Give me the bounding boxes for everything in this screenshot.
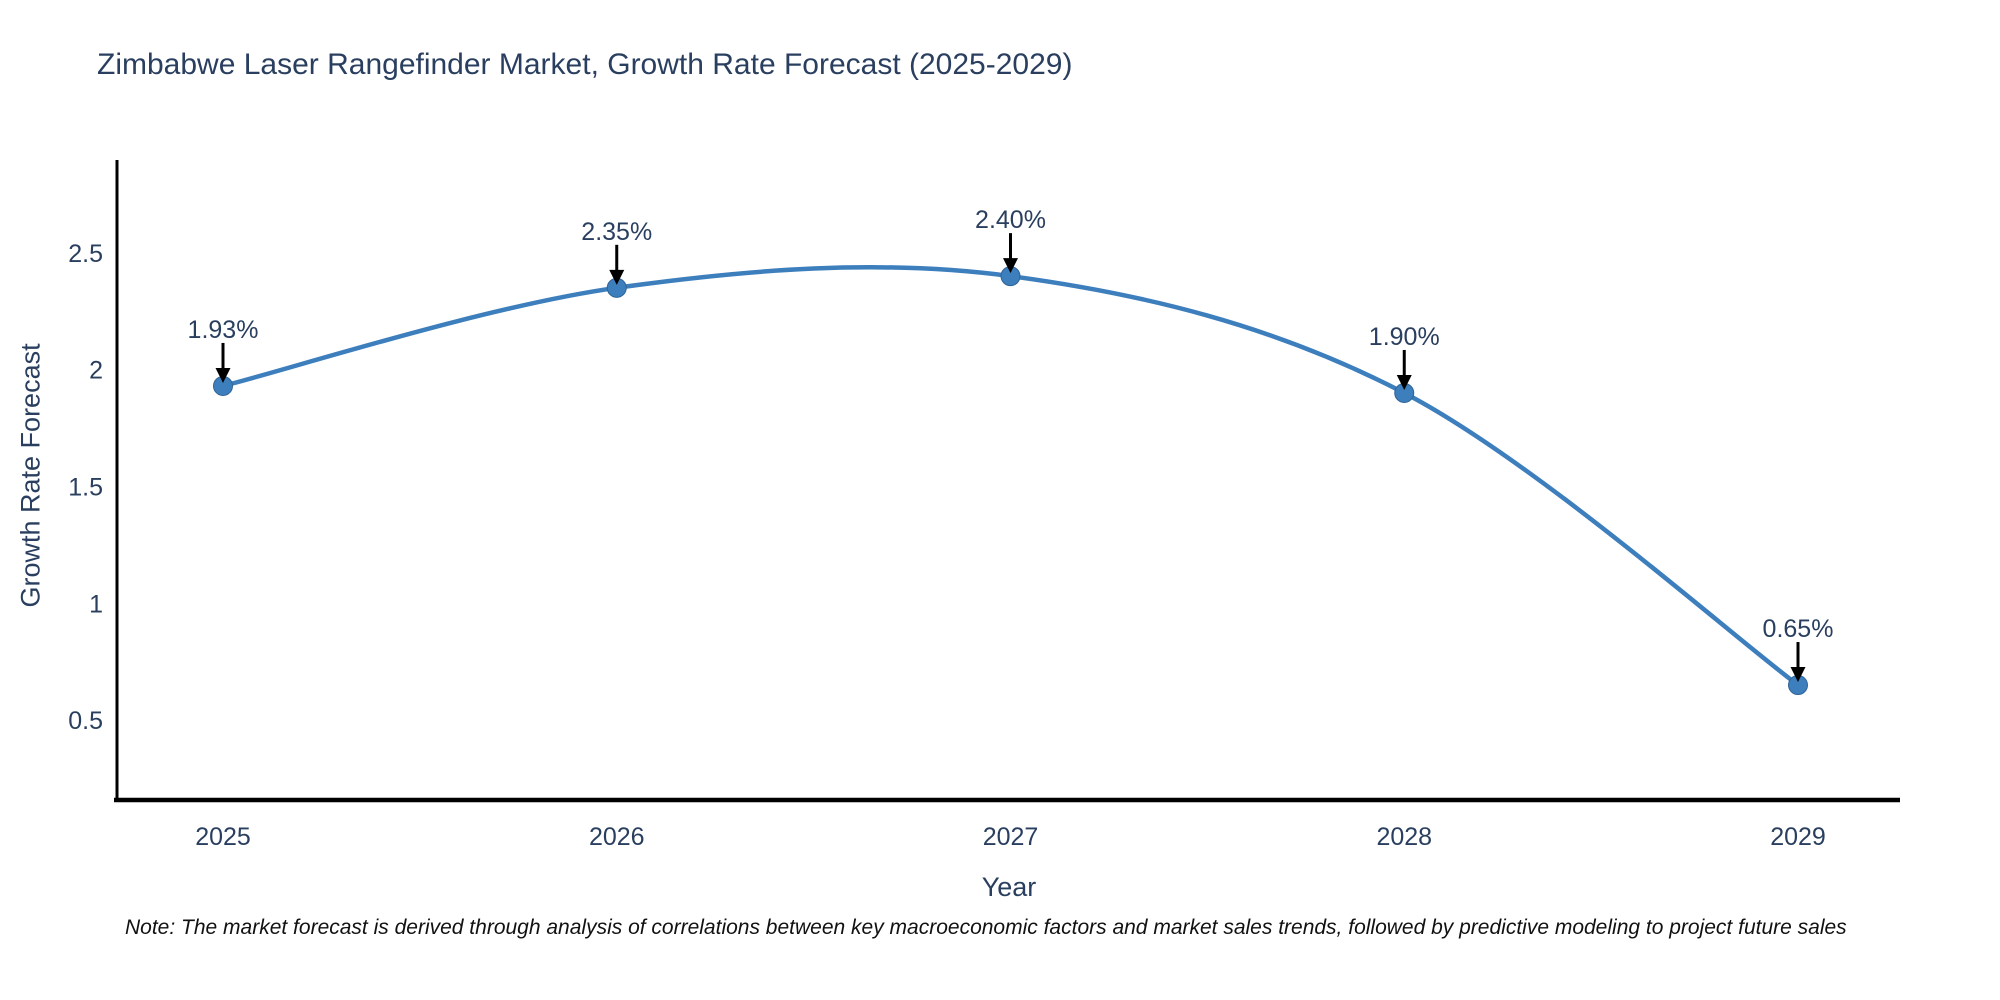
data-point-label: 2.35%	[581, 218, 652, 246]
annotation-arrow-head	[1790, 667, 1806, 683]
y-tick-label: 2.5	[68, 240, 103, 268]
x-axis-title: Year	[981, 872, 1037, 902]
y-tick-label: 1.5	[68, 473, 103, 501]
y-tick-label: 2	[89, 357, 103, 385]
annotation-arrow-head	[215, 367, 231, 383]
data-point-label: 0.65%	[1763, 615, 1834, 643]
x-tick-label: 2028	[1376, 823, 1432, 851]
y-tick-label: 0.5	[68, 707, 103, 735]
x-tick-label: 2027	[983, 823, 1039, 851]
data-point-label: 1.90%	[1369, 323, 1440, 351]
data-point-label: 1.93%	[188, 316, 259, 344]
data-point-label: 2.40%	[975, 206, 1046, 234]
x-tick-label: 2029	[1770, 823, 1826, 851]
annotation-arrow-head	[609, 269, 625, 285]
annotation-arrow-head	[1396, 374, 1412, 390]
y-tick-label: 1	[89, 590, 103, 618]
chart-title: Zimbabwe Laser Rangefinder Market, Growt…	[97, 48, 1073, 81]
chart-footnote: Note: The market forecast is derived thr…	[125, 916, 1847, 939]
x-tick-label: 2026	[589, 823, 645, 851]
x-tick-label: 2025	[195, 823, 251, 851]
forecast-line	[220, 265, 1801, 688]
y-axis-title: Growth Rate Forecast	[15, 343, 46, 608]
annotation-arrow-head	[1003, 258, 1018, 274]
